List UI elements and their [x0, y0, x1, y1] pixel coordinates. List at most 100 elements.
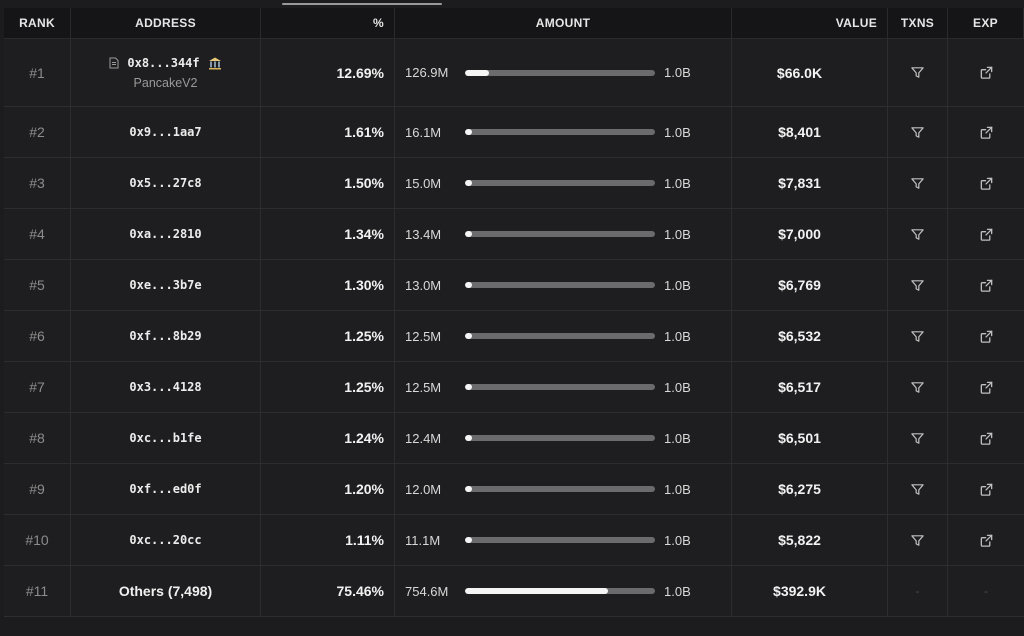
filter-icon[interactable] — [910, 482, 925, 497]
txns-cell[interactable] — [888, 209, 948, 259]
table-header: RANK ADDRESS % AMOUNT VALUE TXNS EXP — [4, 8, 1024, 39]
amount-bar — [465, 129, 655, 135]
txns-cell[interactable] — [888, 464, 948, 514]
value-cell: $6,501 — [732, 413, 888, 463]
filter-icon[interactable] — [910, 65, 925, 80]
header-amount[interactable]: AMOUNT — [395, 8, 732, 38]
table-row[interactable]: #8 0xc...b1fe 1.24% 12.4M 1.0B $6,501 — [4, 413, 1024, 464]
value-cell: $7,000 — [732, 209, 888, 259]
amount-max: 1.0B — [664, 124, 691, 140]
amount-cell: 13.4M 1.0B — [395, 209, 732, 259]
exp-cell[interactable] — [948, 413, 1024, 463]
amount-bar — [465, 435, 655, 441]
table-row[interactable]: #6 0xf...8b29 1.25% 12.5M 1.0B $6,532 — [4, 311, 1024, 362]
txns-cell[interactable] — [888, 39, 948, 106]
header-txns[interactable]: TXNS — [888, 8, 948, 38]
exp-cell: - — [948, 566, 1024, 616]
exp-cell[interactable] — [948, 107, 1024, 157]
filter-icon[interactable] — [910, 431, 925, 446]
external-link-icon[interactable] — [979, 125, 994, 140]
amount-value: 16.1M — [405, 124, 442, 140]
exp-cell[interactable] — [948, 260, 1024, 310]
header-exp[interactable]: EXP — [948, 8, 1024, 38]
rank-cell: #7 — [4, 362, 71, 412]
txns-cell[interactable] — [888, 362, 948, 412]
amount-max: 1.0B — [664, 532, 691, 548]
txns-cell[interactable] — [888, 260, 948, 310]
address-link[interactable]: 0x5...27c8 — [129, 176, 202, 190]
filter-icon[interactable] — [910, 380, 925, 395]
percent-cell: 1.11% — [261, 515, 395, 565]
table-row[interactable]: #5 0xe...3b7e 1.30% 13.0M 1.0B $6,769 — [4, 260, 1024, 311]
value-cell: $66.0K — [732, 39, 888, 106]
table-row-others[interactable]: #11 Others (7,498) 75.46% 754.6M 1.0B $392.9K… — [4, 566, 1024, 617]
exp-cell[interactable] — [948, 158, 1024, 208]
exp-cell[interactable] — [948, 464, 1024, 514]
external-link-icon[interactable] — [979, 431, 994, 446]
exp-cell[interactable] — [948, 39, 1024, 106]
rank-cell: #3 — [4, 158, 71, 208]
filter-icon[interactable] — [910, 227, 925, 242]
address-link[interactable]: 0xe...3b7e — [129, 278, 202, 292]
txns-cell[interactable] — [888, 311, 948, 361]
amount-cell: 12.4M 1.0B — [395, 413, 732, 463]
table-row[interactable]: #1 0x8...344f PancakeV2 12.69% 126.9M 1.0B $66… — [4, 39, 1024, 107]
txns-cell[interactable] — [888, 515, 948, 565]
amount-cell: 16.1M 1.0B — [395, 107, 732, 157]
external-link-icon[interactable] — [979, 482, 994, 497]
filter-icon[interactable] — [910, 278, 925, 293]
table-row[interactable]: #3 0x5...27c8 1.50% 15.0M 1.0B $7,831 — [4, 158, 1024, 209]
amount-bar-fill — [465, 333, 472, 339]
table-row[interactable]: #7 0x3...4128 1.25% 12.5M 1.0B $6,517 — [4, 362, 1024, 413]
address-link[interactable]: 0x8...344f — [127, 55, 200, 70]
txns-cell[interactable] — [888, 413, 948, 463]
rank-cell: #8 — [4, 413, 71, 463]
address-link[interactable]: 0x3...4128 — [129, 380, 202, 394]
active-tab-indicator — [282, 3, 442, 5]
address-link[interactable]: 0xf...ed0f — [129, 482, 202, 496]
address-link[interactable]: 0xc...b1fe — [129, 431, 202, 445]
external-link-icon[interactable] — [979, 380, 994, 395]
amount-max: 1.0B — [664, 379, 691, 395]
amount-value: 12.5M — [405, 379, 442, 395]
external-link-icon[interactable] — [979, 329, 994, 344]
amount-cell: 11.1M 1.0B — [395, 515, 732, 565]
address-link[interactable]: 0xf...8b29 — [129, 329, 202, 343]
table-row[interactable]: #2 0x9...1aa7 1.61% 16.1M 1.0B $8,401 — [4, 107, 1024, 158]
filter-icon[interactable] — [910, 125, 925, 140]
external-link-icon[interactable] — [979, 176, 994, 191]
external-link-icon[interactable] — [979, 65, 994, 80]
exp-dash: - — [984, 584, 988, 598]
filter-icon[interactable] — [910, 329, 925, 344]
address-cell: 0xe...3b7e — [71, 260, 261, 310]
amount-value: 13.4M — [405, 226, 442, 242]
amount-bar — [465, 537, 655, 543]
header-rank[interactable]: RANK — [4, 8, 71, 38]
filter-icon[interactable] — [910, 533, 925, 548]
filter-icon[interactable] — [910, 176, 925, 191]
exp-cell[interactable] — [948, 515, 1024, 565]
percent-cell: 1.20% — [261, 464, 395, 514]
table-row[interactable]: #10 0xc...20cc 1.11% 11.1M 1.0B $5,822 — [4, 515, 1024, 566]
external-link-icon[interactable] — [979, 278, 994, 293]
amount-value: 12.5M — [405, 328, 442, 344]
txns-cell[interactable] — [888, 158, 948, 208]
txns-cell[interactable] — [888, 107, 948, 157]
header-value[interactable]: VALUE — [732, 8, 888, 38]
exp-cell[interactable] — [948, 362, 1024, 412]
exp-cell[interactable] — [948, 209, 1024, 259]
address-cell: 0x8...344f PancakeV2 — [71, 39, 261, 106]
amount-value: 754.6M — [405, 583, 449, 599]
header-address[interactable]: ADDRESS — [71, 8, 261, 38]
address-line: 0x5...27c8 — [129, 176, 201, 190]
exp-cell[interactable] — [948, 311, 1024, 361]
table-row[interactable]: #4 0xa...2810 1.34% 13.4M 1.0B $7,000 — [4, 209, 1024, 260]
external-link-icon[interactable] — [979, 533, 994, 548]
external-link-icon[interactable] — [979, 227, 994, 242]
address-link[interactable]: 0xa...2810 — [129, 227, 202, 241]
table-row[interactable]: #9 0xf...ed0f 1.20% 12.0M 1.0B $6,275 — [4, 464, 1024, 515]
address-link[interactable]: 0x9...1aa7 — [129, 125, 202, 139]
address-link[interactable]: 0xc...20cc — [129, 533, 202, 547]
percent-cell: 75.46% — [261, 566, 395, 616]
header-percent[interactable]: % — [261, 8, 395, 38]
